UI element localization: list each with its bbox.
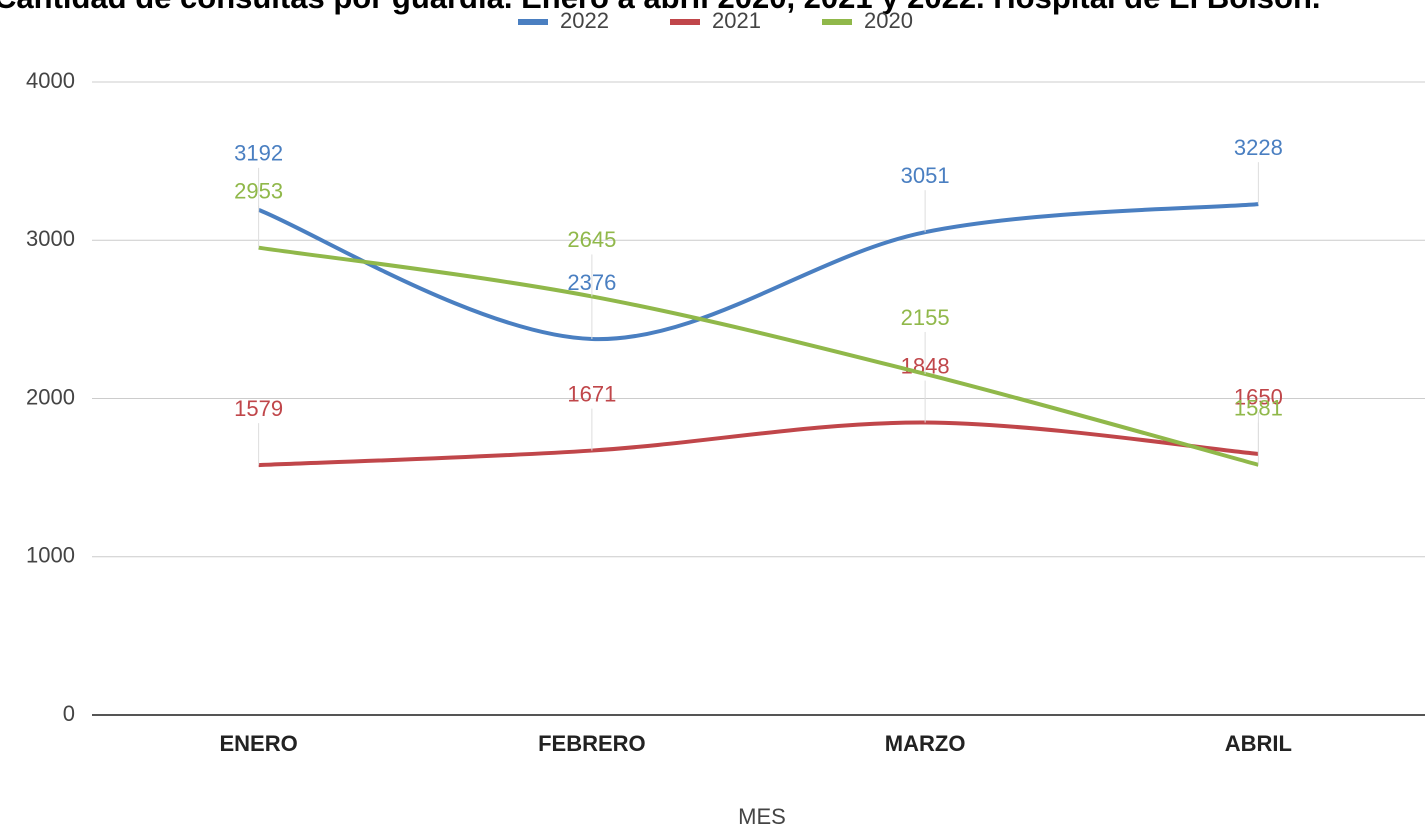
legend-label: 2022 bbox=[560, 8, 609, 33]
series-line bbox=[257, 202, 1259, 342]
data-label: 1579 bbox=[234, 396, 283, 421]
series-line bbox=[258, 245, 1259, 467]
chart-title: Cantidad de consultas por guardia. Enero… bbox=[0, 0, 1425, 18]
legend-label: 2020 bbox=[864, 8, 913, 33]
y-tick-label: 4000 bbox=[26, 68, 75, 93]
data-label: 2953 bbox=[234, 179, 283, 204]
data-label: 2155 bbox=[901, 305, 950, 330]
x-axis-label: MES bbox=[738, 804, 786, 828]
y-tick-label: 0 bbox=[63, 701, 75, 726]
data-label: 3228 bbox=[1234, 135, 1283, 160]
x-tick-label: ENERO bbox=[220, 731, 298, 756]
data-label: 3051 bbox=[901, 163, 950, 188]
data-label: 1671 bbox=[567, 381, 616, 406]
legend-label: 2021 bbox=[712, 8, 761, 33]
x-tick-label: MARZO bbox=[885, 731, 966, 756]
data-label: 2645 bbox=[567, 227, 616, 252]
x-tick-label: FEBRERO bbox=[538, 731, 646, 756]
data-label: 1650 bbox=[1234, 385, 1283, 410]
x-tick-label: ABRIL bbox=[1225, 731, 1292, 756]
data-label: 1581 bbox=[1234, 396, 1283, 421]
y-tick-label: 2000 bbox=[26, 384, 75, 409]
y-tick-label: 3000 bbox=[26, 226, 75, 251]
series-line bbox=[258, 420, 1259, 468]
data-label: 3192 bbox=[234, 141, 283, 166]
y-tick-label: 1000 bbox=[26, 543, 75, 568]
